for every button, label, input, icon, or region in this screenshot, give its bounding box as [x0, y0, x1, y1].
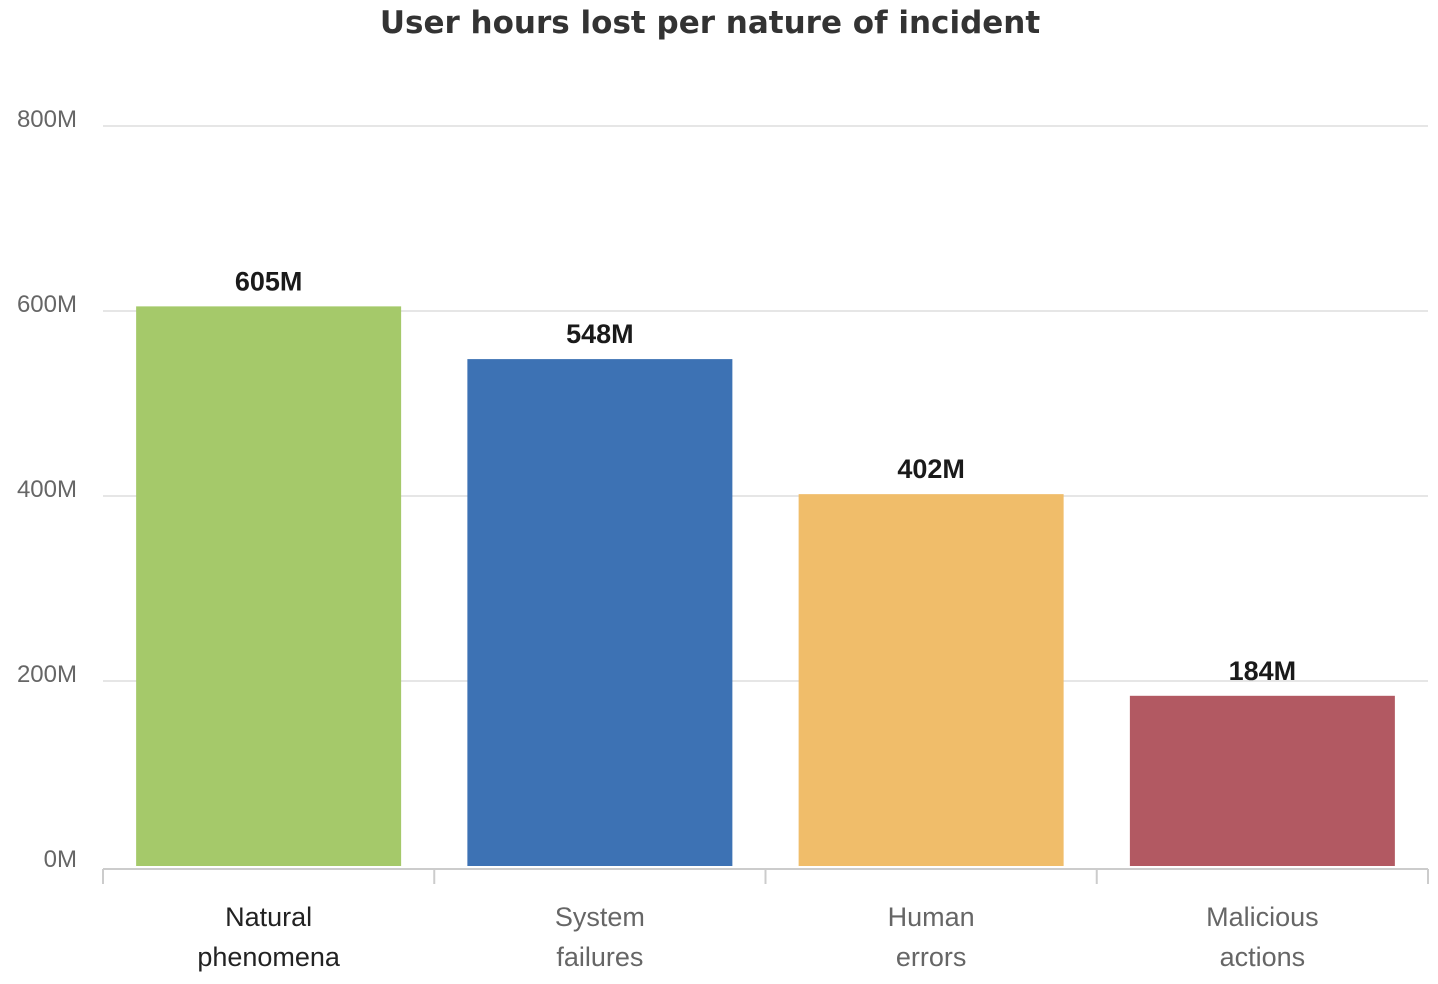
bar [136, 306, 402, 866]
x-tick-label: Human [888, 902, 975, 932]
x-tick-label: System [555, 902, 645, 932]
data-label: 605M [235, 266, 303, 296]
bar [798, 494, 1064, 866]
y-tick-label: 400M [17, 476, 77, 503]
x-tick-label: Natural [225, 902, 312, 932]
x-axis [102, 868, 1429, 884]
data-label: 402M [897, 454, 965, 484]
bar [1129, 695, 1395, 866]
data-label: 184M [1229, 656, 1297, 686]
y-axis-ticks: 0M 200M 400M 600M 800M [17, 106, 77, 873]
x-tick-label: errors [896, 942, 967, 972]
y-tick-label: 800M [17, 106, 77, 133]
x-tick-label: phenomena [197, 942, 341, 972]
x-axis-ticks: Natural phenomena System failures Human error… [197, 902, 1318, 972]
y-tick-label: 200M [17, 661, 77, 688]
x-tick-label: actions [1220, 942, 1306, 972]
x-tick-label: failures [556, 942, 643, 972]
y-tick-label: 0M [44, 846, 77, 873]
data-label: 548M [566, 319, 634, 349]
y-tick-label: 600M [17, 291, 77, 318]
bar [467, 359, 733, 866]
x-tick-label: Malicious [1206, 902, 1319, 932]
bars [136, 306, 1395, 866]
chart-title: User hours lost per nature of incident [380, 5, 1041, 41]
data-labels: 605M 548M 402M 184M [235, 266, 1296, 685]
